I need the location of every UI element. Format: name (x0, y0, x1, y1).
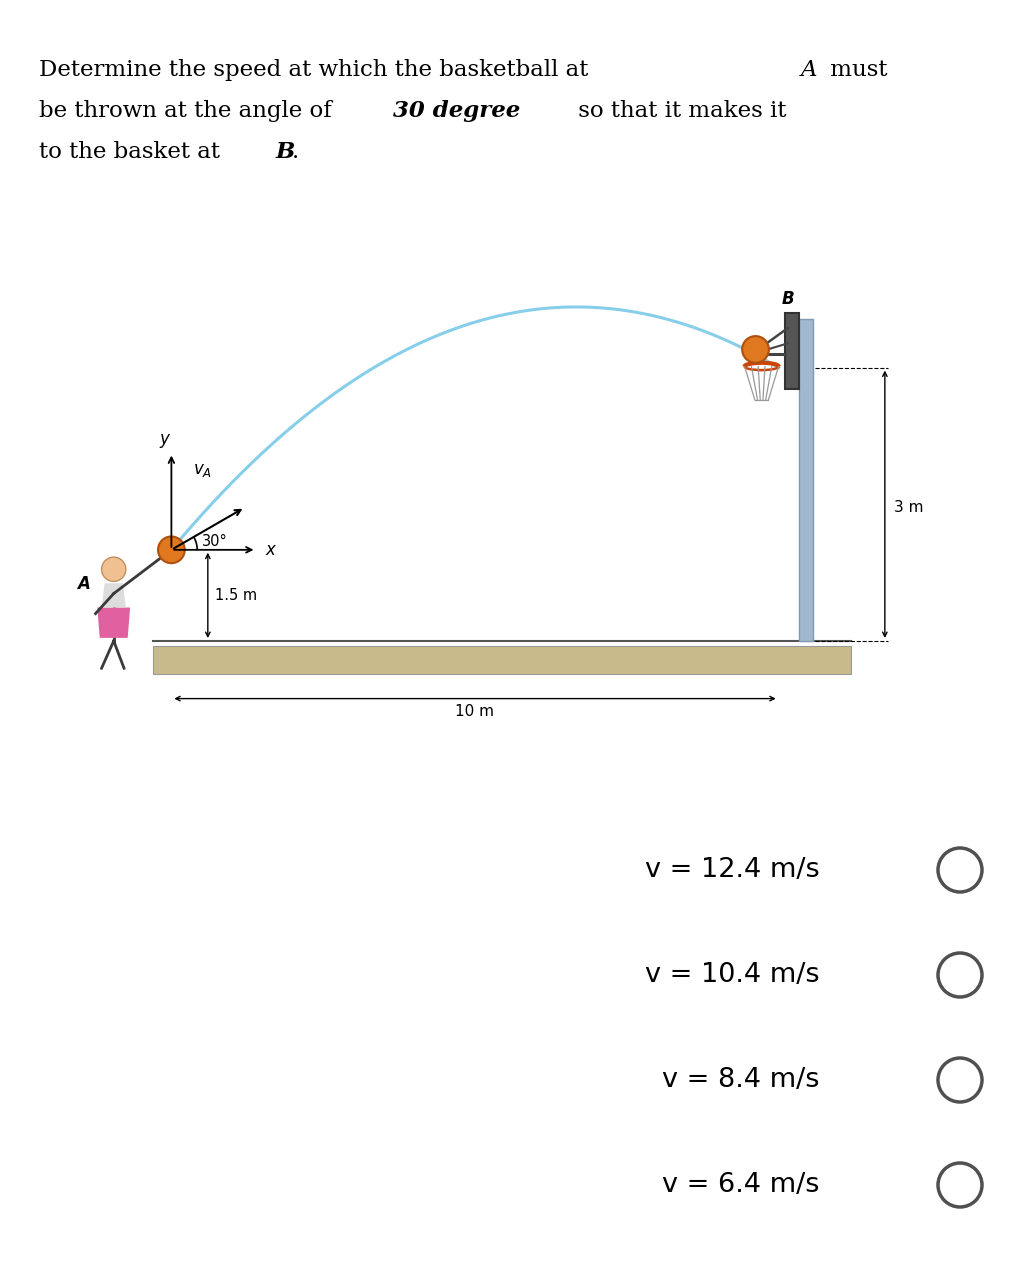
Text: x: x (266, 540, 275, 558)
Text: v = 10.4 m/s: v = 10.4 m/s (646, 963, 820, 988)
Polygon shape (97, 608, 130, 637)
Text: 3 m: 3 m (894, 499, 923, 515)
Circle shape (742, 337, 769, 362)
Text: so that it makes it: so that it makes it (571, 100, 787, 123)
Polygon shape (153, 646, 852, 675)
Text: A: A (801, 59, 818, 82)
Circle shape (158, 536, 185, 563)
Text: v = 8.4 m/s: v = 8.4 m/s (662, 1068, 820, 1093)
Circle shape (938, 954, 982, 997)
Bar (786, 314, 799, 389)
Text: B: B (781, 289, 794, 308)
Text: y: y (159, 430, 169, 448)
Circle shape (101, 557, 126, 581)
Text: 30°: 30° (202, 534, 228, 549)
Text: A: A (78, 575, 90, 594)
Circle shape (938, 1164, 982, 1207)
Text: 10 m: 10 m (455, 704, 495, 718)
Text: B: B (275, 141, 295, 164)
Text: v = 6.4 m/s: v = 6.4 m/s (662, 1172, 820, 1198)
Text: v = 12.4 m/s: v = 12.4 m/s (645, 858, 820, 883)
Text: 1.5 m: 1.5 m (215, 588, 258, 603)
Text: $\mathit{v}_A$: $\mathit{v}_A$ (193, 461, 211, 479)
Text: Determine the speed at which the basketball at: Determine the speed at which the basketb… (39, 59, 596, 82)
Text: .: . (292, 141, 299, 164)
Text: be thrown at the angle of: be thrown at the angle of (39, 100, 339, 123)
Text: must: must (823, 59, 887, 82)
Text: 30 degree: 30 degree (393, 100, 521, 123)
Circle shape (938, 1059, 982, 1102)
Bar (799, 319, 814, 641)
Polygon shape (101, 584, 126, 608)
Text: to the basket at: to the basket at (39, 141, 228, 164)
Circle shape (938, 847, 982, 892)
